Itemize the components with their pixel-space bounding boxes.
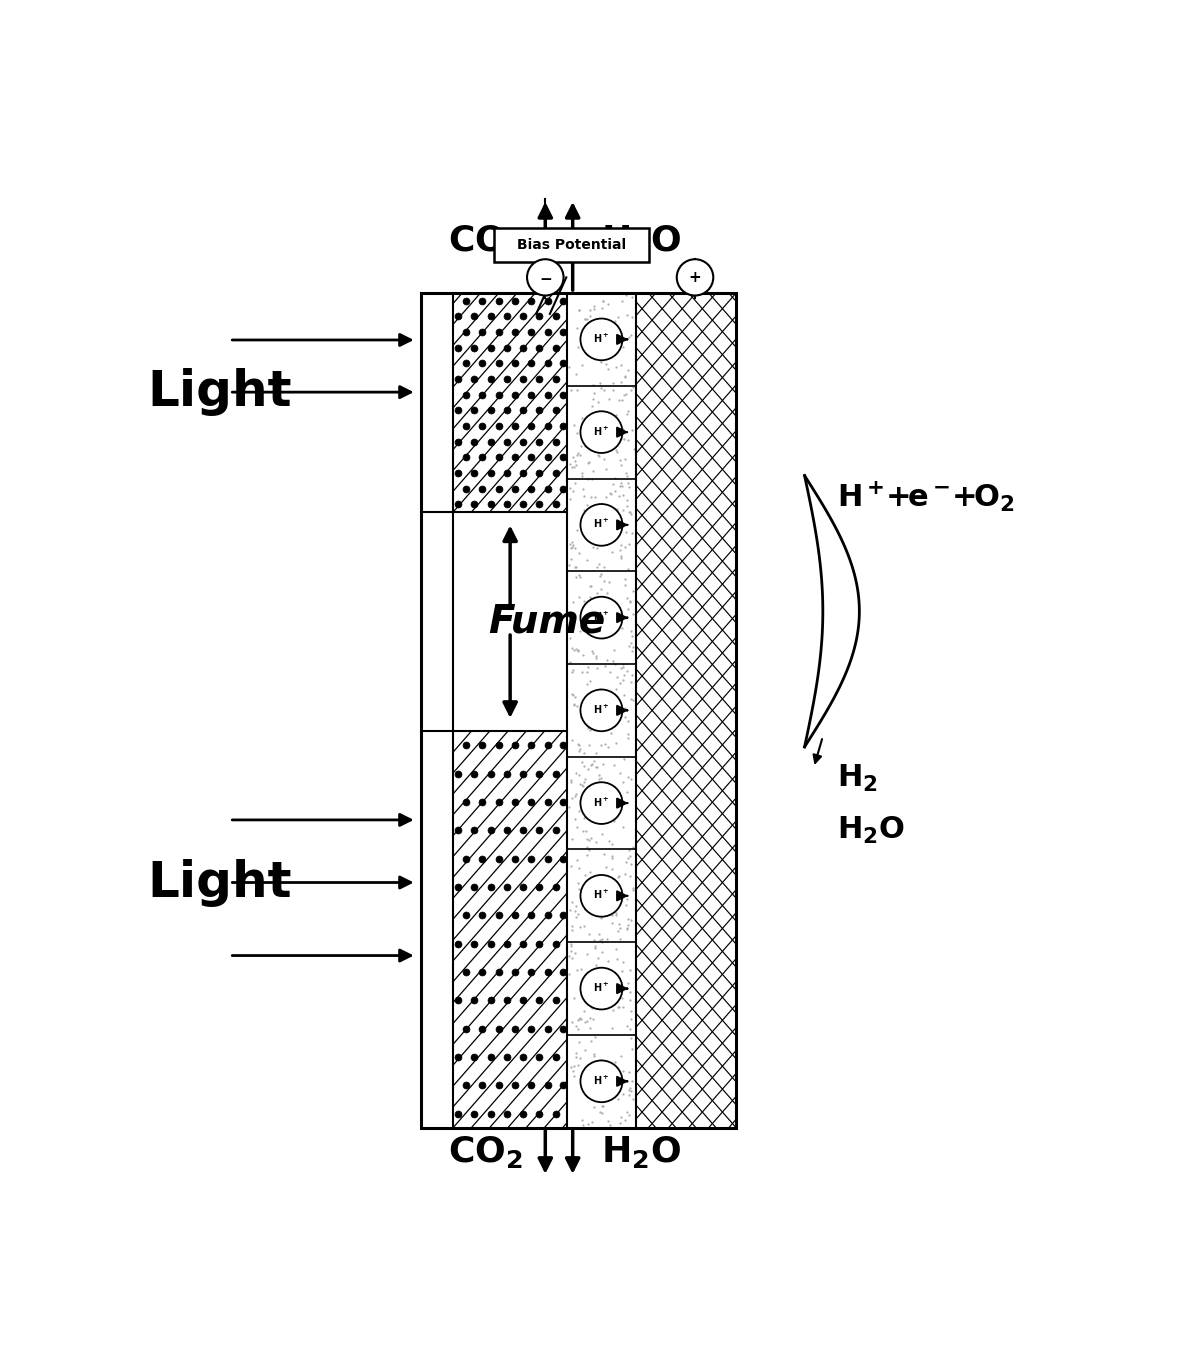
Bar	[495, 229, 649, 262]
Text: $\mathbf{H^+}$: $\mathbf{H^+}$	[594, 981, 610, 995]
Text: $\mathbf{-}$: $\mathbf{-}$	[538, 270, 551, 285]
Bar	[454, 732, 568, 1127]
Bar	[636, 293, 736, 1127]
Text: $\mathbf{+}$: $\mathbf{+}$	[688, 270, 702, 285]
Bar	[454, 293, 568, 512]
Text: Fume: Fume	[488, 603, 605, 641]
Text: $\mathbf{CO_2}$: $\mathbf{CO_2}$	[449, 222, 523, 259]
Text: $\mathbf{H_2O}$: $\mathbf{H_2O}$	[836, 814, 905, 846]
Text: $\mathbf{H^+}$: $\mathbf{H^+}$	[594, 332, 610, 346]
Text: $\mathbf{H^+}$: $\mathbf{H^+}$	[594, 703, 610, 715]
Text: $\mathbf{CO_2}$: $\mathbf{CO_2}$	[449, 1134, 523, 1171]
Text: $\mathbf{H^+\!\!+\!\!e^-\!\!+\!\!O_2}$: $\mathbf{H^+\!\!+\!\!e^-\!\!+\!\!O_2}$	[836, 480, 1014, 514]
Bar	[422, 293, 454, 1127]
Bar	[422, 293, 736, 1127]
Text: $\mathbf{H_2}$: $\mathbf{H_2}$	[836, 763, 878, 794]
Ellipse shape	[581, 782, 622, 824]
Ellipse shape	[581, 875, 622, 917]
Ellipse shape	[527, 259, 563, 295]
Text: $\mathbf{H^+}$: $\mathbf{H^+}$	[594, 889, 610, 901]
Text: Light: Light	[147, 369, 292, 416]
Ellipse shape	[581, 1061, 622, 1102]
Text: $\mathbf{H_2O}$: $\mathbf{H_2O}$	[601, 222, 681, 259]
Text: $\mathbf{H^+}$: $\mathbf{H^+}$	[594, 610, 610, 623]
Text: $\mathbf{H^+}$: $\mathbf{H^+}$	[594, 795, 610, 809]
Ellipse shape	[581, 504, 622, 546]
Bar	[454, 512, 568, 732]
Text: $\mathbf{H^+}$: $\mathbf{H^+}$	[594, 1073, 610, 1087]
Text: $\mathbf{H^+}$: $\mathbf{H^+}$	[594, 424, 610, 438]
Text: $\mathbf{H_2O}$: $\mathbf{H_2O}$	[601, 1134, 681, 1171]
Ellipse shape	[676, 259, 714, 295]
Bar	[568, 293, 636, 1127]
Ellipse shape	[581, 318, 622, 360]
Text: Light: Light	[147, 859, 292, 906]
Ellipse shape	[581, 967, 622, 1009]
Ellipse shape	[581, 596, 622, 638]
Text: $\mathbf{H^+}$: $\mathbf{H^+}$	[594, 518, 610, 530]
Ellipse shape	[581, 412, 622, 453]
Ellipse shape	[581, 690, 622, 732]
Text: Bias Potential: Bias Potential	[517, 238, 627, 252]
